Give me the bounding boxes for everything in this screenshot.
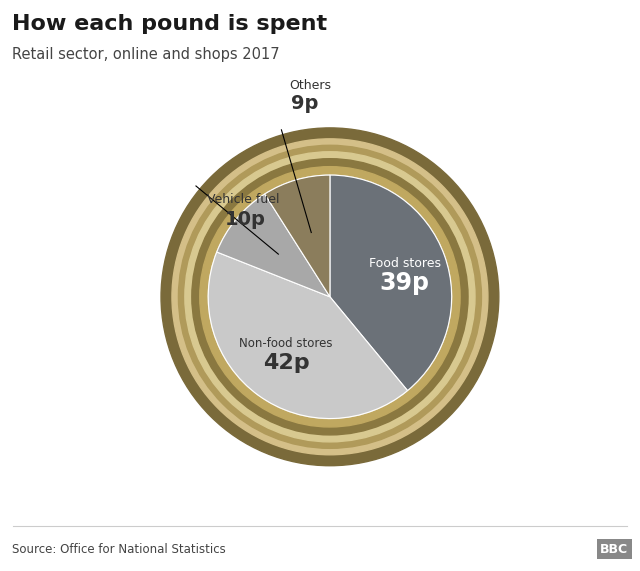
Text: 9p: 9p (291, 94, 319, 112)
Circle shape (200, 167, 460, 427)
Circle shape (179, 145, 481, 448)
Wedge shape (217, 194, 330, 297)
Text: 39p: 39p (380, 271, 429, 295)
Text: 10p: 10p (225, 210, 266, 230)
Text: Food stores: Food stores (369, 256, 440, 270)
Text: Vehicle fuel: Vehicle fuel (207, 194, 279, 207)
Text: BBC: BBC (600, 543, 628, 556)
Circle shape (192, 159, 468, 435)
Text: 42p: 42p (262, 353, 309, 373)
Text: Non-food stores: Non-food stores (239, 337, 333, 351)
Wedge shape (265, 175, 330, 297)
Circle shape (161, 128, 499, 466)
Text: Retail sector, online and shops 2017: Retail sector, online and shops 2017 (12, 47, 279, 62)
Circle shape (172, 139, 488, 455)
Text: How each pound is spent: How each pound is spent (12, 14, 326, 34)
Wedge shape (208, 252, 408, 419)
Text: Others: Others (289, 79, 331, 92)
Text: Source: Office for National Statistics: Source: Office for National Statistics (12, 543, 225, 556)
Circle shape (208, 175, 452, 419)
Wedge shape (330, 175, 452, 391)
Circle shape (185, 152, 475, 442)
